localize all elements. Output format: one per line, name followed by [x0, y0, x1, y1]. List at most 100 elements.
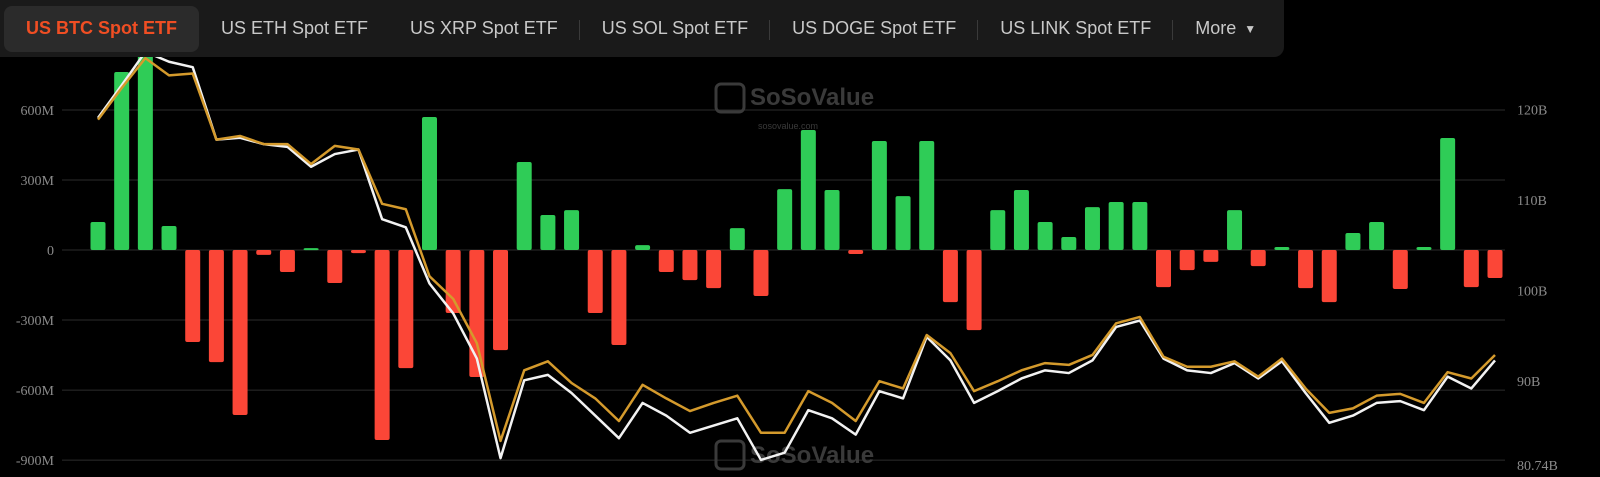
outflow-bar [1321, 250, 1337, 303]
outflow-bar [706, 250, 722, 289]
tab-label: US DOGE Spot ETF [792, 18, 957, 38]
outflow-bar [398, 250, 414, 369]
tab-more[interactable]: More ▼ [1173, 6, 1278, 52]
outflow-bar [208, 250, 224, 363]
inflow-bar [777, 189, 793, 251]
right-axis-tick-label: 80.74B [1517, 459, 1558, 474]
left-axis-tick-label: -900M [16, 454, 55, 469]
inflow-bar [824, 190, 840, 251]
outflow-bar [848, 250, 864, 254]
inflow-bar [895, 196, 911, 251]
outflow-bar [185, 250, 201, 342]
inflow-bar [800, 130, 816, 251]
inflow-bar [540, 215, 556, 251]
watermark-url: sosovalue.com [758, 121, 818, 131]
inflow-bar [1274, 246, 1290, 251]
inflow-bar [729, 228, 745, 251]
tab-label: US SOL Spot ETF [601, 18, 749, 38]
outflow-bar [1463, 250, 1479, 288]
tab-us-sol-spot-etf[interactable]: US SOL Spot ETF [580, 6, 771, 52]
tab-label: US ETH Spot ETF [221, 18, 369, 38]
right-axis-tick-label: 90B [1517, 375, 1540, 390]
inflow-bar [137, 53, 153, 251]
outflow-bar [1156, 250, 1172, 288]
inflow-bar [1440, 137, 1456, 251]
tab-label: US BTC Spot ETF [26, 18, 177, 38]
outflow-bar [1250, 250, 1266, 267]
outflow-bar [493, 250, 509, 351]
outflow-bar [279, 250, 295, 272]
inflow-bar [1013, 190, 1029, 251]
inflow-bar [564, 210, 580, 251]
inflow-bar [421, 116, 437, 251]
left-axis-tick-label: -600M [16, 384, 55, 399]
outflow-bar [1487, 250, 1503, 279]
inflow-bar [871, 141, 887, 251]
etf-tab-bar: US BTC Spot ETF US ETH Spot ETF US XRP S… [0, 0, 1284, 57]
inflow-bar [90, 222, 106, 251]
bars [90, 53, 1503, 441]
left-axis-tick-label: 600M [21, 104, 55, 119]
tab-label: More [1195, 18, 1237, 38]
tab-us-eth-spot-etf[interactable]: US ETH Spot ETF [199, 6, 390, 52]
tab-label: US XRP Spot ETF [410, 18, 558, 38]
left-axis-tick-label: 300M [21, 174, 55, 189]
left-axis-tick-label: 0 [47, 244, 54, 259]
inflow-bar [919, 141, 935, 251]
outflow-bar [966, 250, 982, 331]
watermark-brand: SoSoValue [750, 84, 874, 111]
watermark-brand: SoSoValue [750, 442, 874, 469]
tab-us-xrp-spot-etf[interactable]: US XRP Spot ETF [390, 6, 580, 52]
left-axis-tick-label: -300M [16, 314, 55, 329]
outflow-bar [256, 250, 272, 255]
inflow-bar [161, 225, 177, 251]
outflow-bar [1203, 250, 1219, 262]
tab-us-link-spot-etf[interactable]: US LINK Spot ETF [978, 6, 1174, 52]
inflow-bar [1084, 207, 1100, 251]
gridlines [62, 109, 1505, 461]
inflow-bar [1227, 210, 1243, 251]
left-axis: 600M 300M 0 -300M -600M -900M [16, 104, 55, 469]
watermark-logo-icon [714, 82, 746, 114]
outflow-bar [469, 250, 485, 378]
outflow-bar [1179, 250, 1195, 271]
outflow-bar [327, 250, 343, 283]
outflow-bar [753, 250, 769, 297]
outflow-bar [350, 250, 366, 254]
outflow-bar [374, 250, 390, 441]
outflow-bar [232, 250, 248, 416]
inflow-bar [1369, 222, 1385, 251]
inflow-bar [114, 71, 130, 251]
chevron-down-icon: ▼ [1244, 21, 1257, 36]
outflow-bar [1298, 250, 1314, 289]
inflow-bar [1132, 201, 1148, 251]
outflow-bar [682, 250, 698, 281]
inflow-bar [1416, 246, 1432, 251]
right-axis-tick-label: 100B [1517, 285, 1547, 300]
right-axis: 120B 110B 100B 90B 80.74B [1517, 104, 1558, 474]
inflow-bar [1061, 236, 1077, 251]
outflow-bar [445, 250, 461, 314]
outflow-bar [1392, 250, 1408, 290]
inflow-bar [1108, 201, 1124, 251]
outflow-bar [611, 250, 627, 346]
tab-us-doge-spot-etf[interactable]: US DOGE Spot ETF [770, 6, 979, 52]
tab-label: US LINK Spot ETF [1000, 18, 1152, 38]
lines [96, 50, 1496, 462]
right-axis-tick-label: 110B [1517, 194, 1547, 209]
tab-us-btc-spot-etf[interactable]: US BTC Spot ETF [4, 5, 199, 52]
outflow-bar [587, 250, 603, 314]
inflow-bar [990, 210, 1006, 251]
watermark-top: SoSoValue sosovalue.com [714, 82, 874, 131]
watermark-logo-icon [714, 439, 746, 471]
inflow-bar [1037, 222, 1053, 251]
white-line [96, 50, 1496, 462]
total-net-assets-line [96, 56, 1496, 443]
watermark-bottom: SoSoValue [714, 439, 874, 471]
outflow-bar [658, 250, 674, 272]
right-axis-tick-label: 120B [1517, 104, 1547, 119]
inflow-bar [635, 245, 651, 251]
inflow-bar [516, 162, 532, 251]
outflow-bar [942, 250, 958, 303]
